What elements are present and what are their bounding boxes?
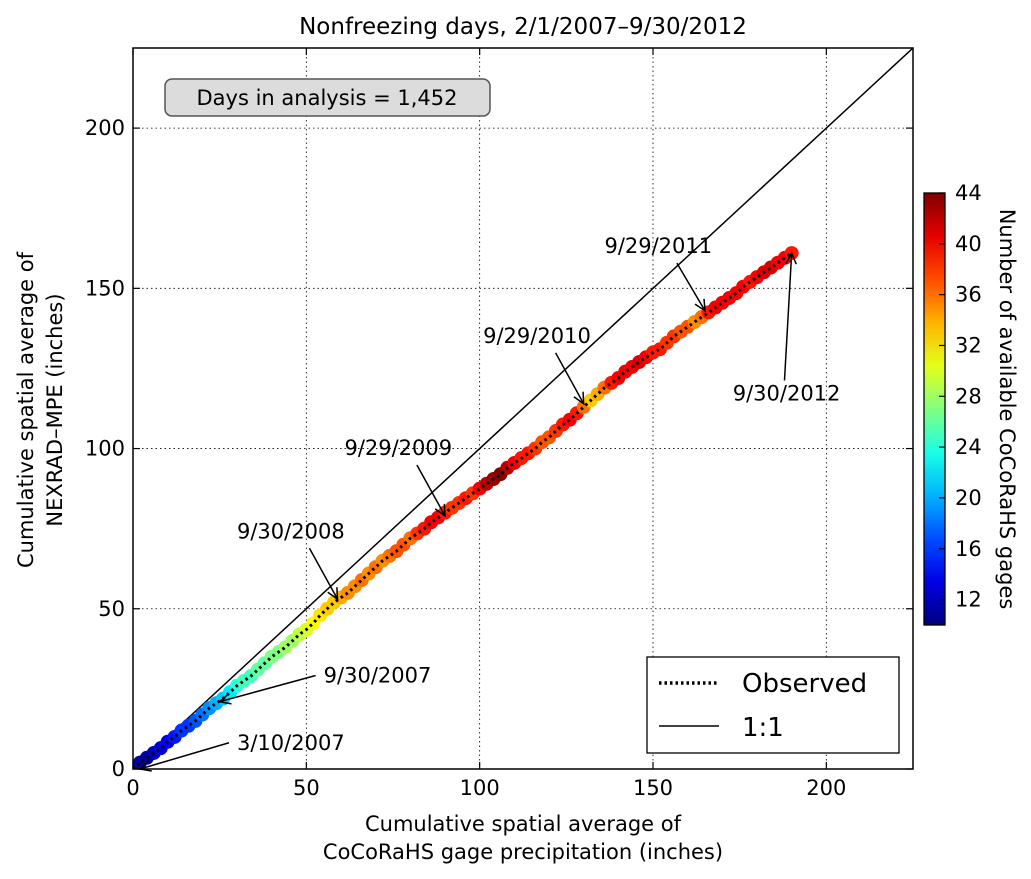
annotation-arrow: [783, 253, 793, 381]
x-axis-label-line-2: CoCoRaHS gage precipitation (inches): [323, 840, 723, 864]
annotation-arrowhead: [138, 760, 152, 772]
colorbar-tick-label: 24: [955, 435, 982, 459]
annotation-label: 3/10/2007: [237, 731, 345, 755]
annotation-arrowhead: [694, 298, 706, 313]
annotation-arrowhead: [218, 693, 232, 705]
y-axis-label-line-1: Cumulative spatial average of: [14, 251, 38, 568]
annotation-label: 9/29/2010: [483, 324, 591, 348]
chart-title: Nonfreezing days, 2/1/2007–9/30/2012: [299, 14, 747, 40]
x-tick-label: 150: [633, 776, 673, 800]
info-box: Days in analysis = 1,452: [164, 78, 491, 117]
colorbar-tick-label: 40: [955, 232, 982, 256]
colorbar-tick-label: 28: [955, 384, 982, 408]
y-tick-label: 200: [85, 116, 125, 140]
x-axis-label-line-1: Cumulative spatial average of: [365, 812, 682, 836]
annotation-arrowhead: [434, 503, 446, 518]
y-tick-label: 100: [85, 437, 125, 461]
annotation-arrowhead: [573, 391, 585, 406]
y-tick-label: 50: [98, 597, 125, 621]
colorbar-tick-label: 36: [955, 283, 982, 307]
annotation-label: 9/30/2007: [324, 663, 432, 687]
grid-lines: [133, 48, 913, 769]
x-tick-label: 200: [806, 776, 846, 800]
x-tick-label: 50: [293, 776, 320, 800]
annotation-arrow: [219, 674, 316, 703]
y-axis-label-line-2: NEXRAD–MPE (inches): [43, 293, 67, 526]
axis-ticks: 0 50 100 150 200 0 50 100 150 200: [85, 48, 913, 800]
colorbar-gradient: [923, 192, 946, 626]
y-tick-label: 0: [112, 757, 125, 781]
annotation-arrow: [416, 464, 446, 517]
annotation-arrow: [676, 262, 706, 312]
colorbar-label: Number of available CoCoRaHS gages: [995, 209, 1019, 610]
legend-observed-label: Observed: [742, 669, 867, 699]
legend-one-to-one-label: 1:1: [742, 713, 784, 743]
colorbar-tick-label: 16: [955, 537, 982, 561]
colorbar: 12 16 20 24 28 32 36 40 44 Number of available C…: [923, 181, 1019, 626]
x-tick-label: 0: [126, 776, 139, 800]
annotation-label: 9/30/2008: [237, 519, 345, 543]
one-to-one-line: [133, 48, 913, 769]
legend: Observed 1:1: [646, 656, 900, 754]
info-box-frame: [164, 78, 491, 117]
annotation-label: 9/29/2009: [344, 436, 452, 460]
annotation-arrowhead: [785, 251, 797, 265]
annotation-arrow: [554, 352, 585, 405]
colorbar-tick-label: 32: [955, 333, 982, 357]
colorbar-tick-label: 12: [955, 588, 982, 612]
legend-frame: [646, 656, 900, 754]
annotation-arrow: [308, 547, 339, 600]
y-tick-label: 150: [85, 276, 125, 300]
info-box-text: Days in analysis = 1,452: [197, 86, 458, 110]
plot-frame: [132, 47, 914, 770]
colorbar-tick-label: 44: [955, 181, 982, 205]
observed-line: [133, 251, 793, 769]
x-tick-label: 100: [460, 776, 500, 800]
annotation-label: 9/30/2012: [733, 381, 841, 405]
colorbar-tick-label: 20: [955, 486, 982, 510]
annotation-arrowhead: [327, 587, 339, 601]
annotation-label: 9/29/2011: [604, 234, 712, 258]
colorbar-ticks: 12 16 20 24 28 32 36 40 44: [939, 181, 982, 612]
annotation-arrow: [139, 742, 230, 770]
date-annotations: 3/10/2007 9/30/2007 9/30/2008 9/29/2009 9/29…: [138, 234, 841, 772]
